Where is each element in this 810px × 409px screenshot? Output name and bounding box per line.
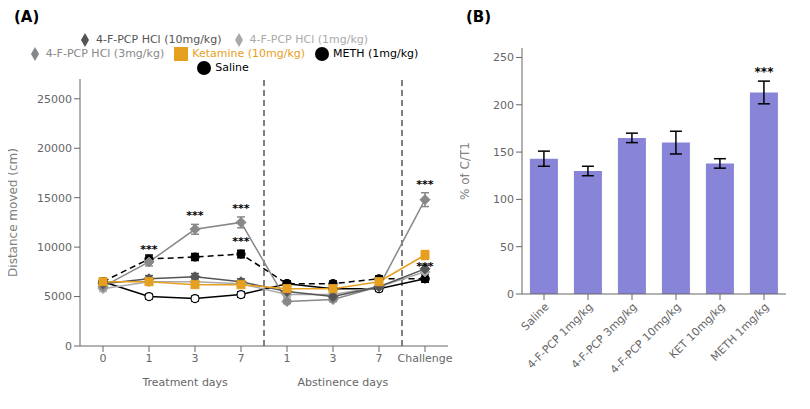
svg-text:20000: 20000 (37, 142, 72, 155)
svg-text:***: *** (416, 178, 434, 191)
svg-text:***: *** (232, 235, 250, 248)
html-text:4-F-PCP HCl (1mg/kg): 4-F-PCP HCl (1mg/kg) (249, 33, 369, 46)
svg-text:Saline: Saline (519, 300, 552, 333)
svg-text:7: 7 (376, 352, 383, 365)
svg-text:***: *** (416, 260, 434, 273)
svg-text:250: 250 (493, 51, 514, 64)
svg-text:150: 150 (493, 146, 514, 159)
svg-text:100: 100 (493, 193, 514, 206)
svg-text:***: *** (755, 65, 775, 79)
svg-text:1: 1 (284, 352, 291, 365)
html-text:Saline: Saline (215, 61, 249, 74)
svg-text:4-F-PCP 10mg/kg: 4-F-PCP 10mg/kg (608, 300, 684, 376)
html-text:(A): (A) (14, 8, 40, 26)
svg-text:200: 200 (493, 99, 514, 112)
svg-text:0: 0 (507, 288, 514, 301)
svg-text:***: *** (140, 243, 158, 256)
svg-text:***: *** (186, 209, 204, 222)
svg-text:1: 1 (146, 352, 153, 365)
svg-text:15000: 15000 (37, 192, 72, 205)
svg-text:Challenge: Challenge (398, 352, 453, 365)
svg-text:5000: 5000 (44, 290, 72, 303)
html-text:METH (1mg/kg): METH (1mg/kg) (333, 47, 419, 60)
svg-text:Distance moved (cm): Distance moved (cm) (8, 148, 20, 277)
svg-text:KET 10mg/kg: KET 10mg/kg (666, 300, 728, 362)
svg-text:Treatment days: Treatment days (141, 376, 228, 389)
svg-text:0: 0 (65, 340, 72, 353)
svg-text:% of C/T1: % of C/T1 (460, 142, 472, 200)
svg-text:10000: 10000 (37, 241, 72, 254)
svg-text:0: 0 (100, 352, 107, 365)
svg-text:Abstinence days: Abstinence days (298, 376, 389, 389)
svg-text:25000: 25000 (37, 93, 72, 106)
svg-text:50: 50 (500, 241, 514, 254)
svg-text:7: 7 (238, 352, 245, 365)
svg-text:3: 3 (192, 352, 199, 365)
html-text:Ketamine (10mg/kg): Ketamine (10mg/kg) (192, 47, 306, 60)
svg-text:METH 1mg/kg: METH 1mg/kg (708, 300, 771, 363)
html-text:(B): (B) (466, 8, 492, 26)
html-text:4-F-PCP HCl (10mg/kg): 4-F-PCP HCl (10mg/kg) (95, 33, 222, 46)
svg-text:4-F-PCP 1mg/kg: 4-F-PCP 1mg/kg (524, 300, 596, 372)
html-text:4-F-PCP HCl (3mg/kg): 4-F-PCP HCl (3mg/kg) (45, 47, 165, 60)
svg-text:3: 3 (330, 352, 337, 365)
svg-text:***: *** (232, 202, 250, 215)
svg-text:4-F-PCP 3mg/kg: 4-F-PCP 3mg/kg (568, 300, 640, 372)
